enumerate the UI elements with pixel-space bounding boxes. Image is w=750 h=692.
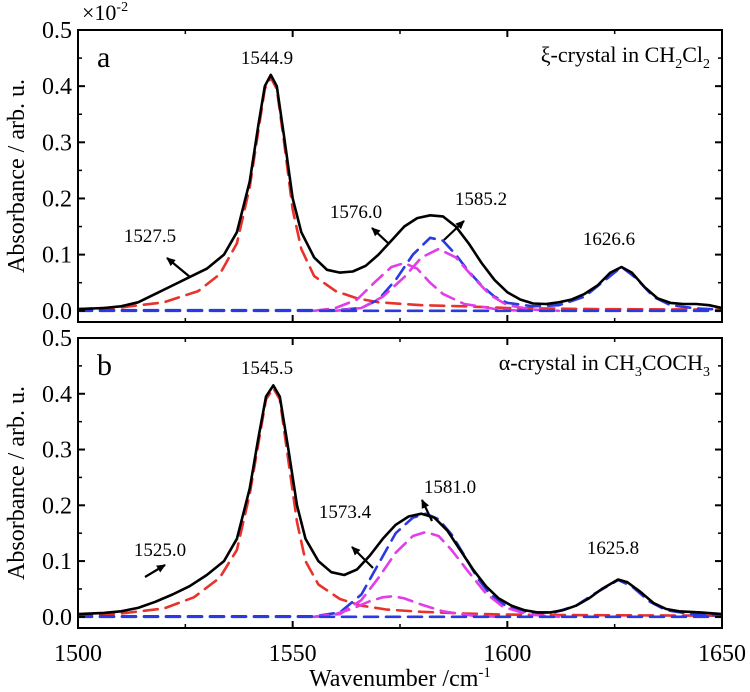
- peak-label: 1625.8: [587, 538, 639, 559]
- peak-label: 1626.6: [583, 229, 635, 250]
- fit-magenta-curve: [334, 247, 561, 313]
- y-tick-label: 0.3: [42, 130, 72, 156]
- measured-curve: [78, 73, 722, 311]
- y-axis-title: Absorbance / arb. u.: [4, 386, 30, 580]
- peak-arrow: [443, 220, 465, 241]
- fit-magenta-curve: [312, 530, 561, 619]
- x-tick-label: 1550: [269, 641, 317, 667]
- y-tick-label: 0.2: [42, 186, 72, 212]
- y-tick-label: 0.5: [42, 326, 72, 352]
- series-group: [78, 73, 722, 313]
- x-tick-label: 1500: [54, 641, 102, 667]
- y-tick-label: 0.2: [42, 493, 72, 519]
- peak-arrow: [421, 499, 433, 522]
- peak-label: 1545.5: [241, 358, 293, 379]
- panel-title: ξ-crystal in CH2Cl2: [541, 42, 710, 72]
- y-tick-label: 0.4: [42, 74, 72, 100]
- peak-arrow: [144, 564, 166, 578]
- peak-arrow: [371, 227, 389, 244]
- y-multiplier-label: ×10-2: [82, 0, 128, 25]
- peak-label: 1525.0: [134, 540, 186, 561]
- panel-letter: b: [97, 349, 112, 382]
- fit-blue-curve: [78, 512, 722, 618]
- peak-label: 1581.0: [424, 477, 476, 498]
- x-tick-label: 1650: [698, 641, 746, 667]
- peak-label: 1527.5: [124, 226, 176, 247]
- peak-label: 1585.2: [455, 189, 507, 210]
- y-tick-label: 0.1: [42, 243, 72, 269]
- panel-letter: a: [97, 41, 110, 74]
- series-group: [78, 384, 722, 619]
- y-tick-label: 0.1: [42, 549, 72, 575]
- peak-label: 1573.4: [319, 502, 372, 523]
- measured-curve: [78, 384, 722, 616]
- panel-title: α-crystal in CH3COCH3: [499, 350, 710, 380]
- y-tick-label: 0.0: [42, 605, 72, 631]
- panel-a: 0.0 0.1 0.2 0.3 0.4 0.5 Absorbance / arb. u. ×1…: [4, 0, 723, 325]
- peak-label: 1544.9: [241, 48, 293, 69]
- peak-arrow: [166, 257, 191, 278]
- x-tick-label: 1600: [483, 641, 531, 667]
- y-tick-label: 0.4: [42, 382, 72, 408]
- fit-magenta-curve: [312, 261, 526, 313]
- peak-label: 1576.0: [330, 202, 382, 223]
- plot-frame: [77, 29, 723, 323]
- y-tick-label: 0.3: [42, 438, 72, 464]
- panel-b: 0.0 0.1 0.2 0.3 0.4 0.5 1500 1550 1600 1650 Absorb…: [4, 326, 746, 692]
- y-tick-label: 0.0: [42, 299, 72, 325]
- y-tick-label: 0.5: [42, 18, 72, 44]
- x-axis-title: Wavenumber /cm-1: [309, 665, 491, 692]
- peak-arrow: [351, 546, 374, 569]
- fit-red-curve: [78, 386, 722, 617]
- y-axis-title: Absorbance / arb. u.: [4, 79, 30, 273]
